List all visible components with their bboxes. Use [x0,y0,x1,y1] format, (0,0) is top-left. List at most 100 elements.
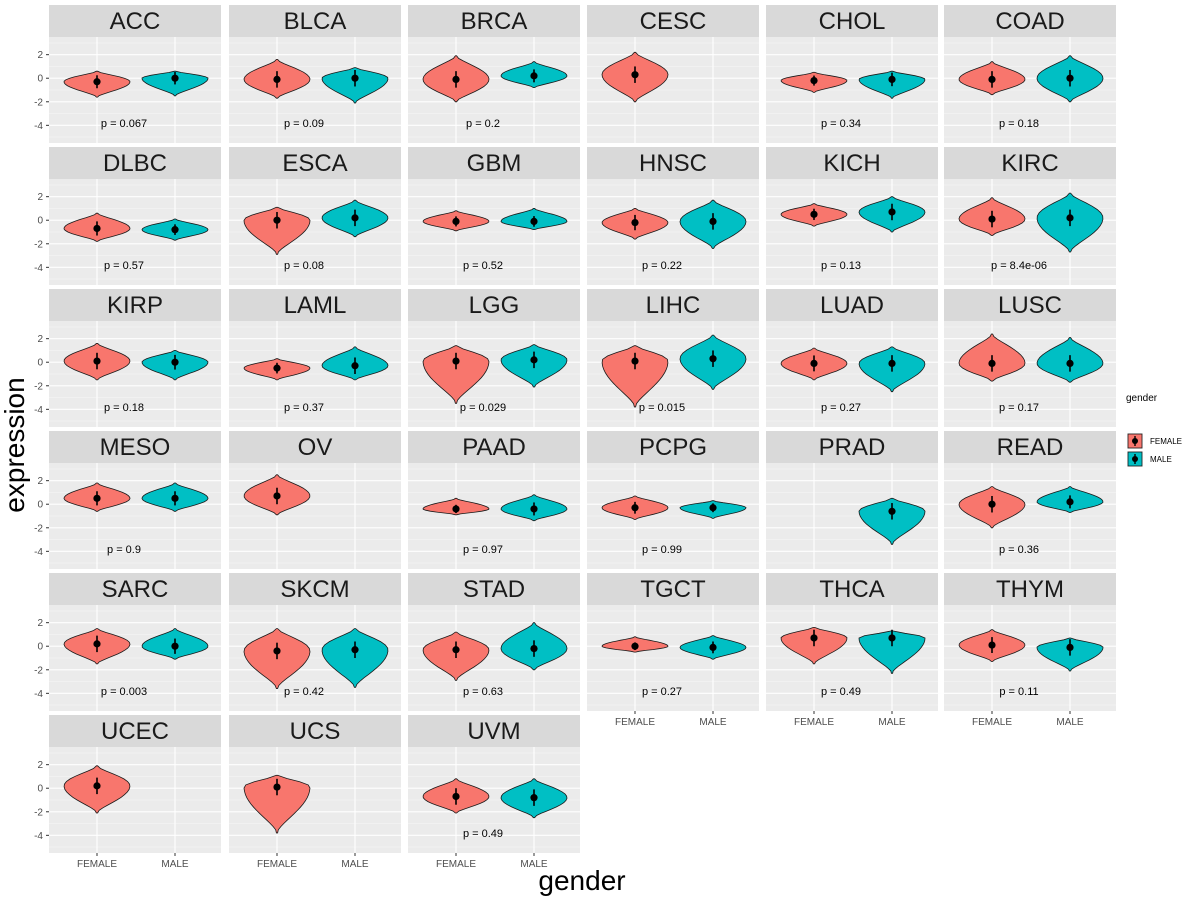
male-median-point [1066,643,1074,652]
facet-uvm: UVM p = 0.49 FEMALE MALE [408,715,580,870]
female-median-point [988,500,996,508]
facet-thym: THYM p = 0.11 FEMALE MALE [944,573,1116,728]
male-median-point [530,356,538,364]
y-tick-label: 2 [37,192,43,203]
female-median-point [93,357,101,365]
x-tick-label: FEMALE [436,859,476,870]
facet-strip [944,5,1116,37]
y-tick-label: 0 [37,216,43,227]
facet-strip-label: TGCT [640,576,706,603]
p-value-label: p = 0.11 [999,686,1038,698]
facet-strip-label: READ [997,434,1064,461]
x-tick-label: FEMALE [257,859,297,870]
facet-strip-label: STAD [463,576,525,603]
p-value-label: p = 0.015 [639,402,685,414]
y-tick-label: 2 [37,476,43,487]
male-violin [858,497,926,545]
facet-strip-label: LAML [284,292,347,319]
male-median-point [1066,498,1074,506]
p-value-label: p = 0.52 [463,260,503,272]
facet-strip-label: CESC [640,8,707,35]
p-value-label: p = 0.63 [463,686,503,698]
facet-strip [944,289,1116,321]
male-median-point [530,505,538,513]
female-median-point [273,647,281,655]
facet-paad: PAAD p = 0.97 [408,431,580,569]
male-median-point [530,794,538,802]
y-tick-label: 0 [37,74,43,85]
facet-strip-label: UVM [467,718,520,745]
female-violin [422,345,490,404]
facet-strip-label: UCS [290,718,341,745]
female-median-point [93,224,101,233]
facet-strip [49,573,221,605]
female-median-point [93,782,101,790]
female-median-point [810,210,818,218]
y-tick-label: 0 [37,500,43,511]
facet-strip-label: OV [298,434,333,461]
female-median-point [988,641,996,649]
facet-strip [587,5,759,37]
facet-strip [229,431,401,463]
facet-ucs: UCS FEMALE MALE [229,715,401,870]
facet-skcm: SKCM p = 0.42 [229,573,401,711]
female-median-point [452,357,460,365]
y-axis-title: expression [0,377,30,512]
facet-tgct: TGCT p = 0.27 FEMALE MALE [587,573,759,728]
y-tick-label: -4 [34,547,43,558]
male-median-point [888,75,896,83]
female-median-point [93,78,101,86]
p-value-label: p = 0.34 [821,118,861,130]
male-median-point [1066,214,1074,222]
legend-title: gender [1126,393,1158,404]
female-median-point [988,75,996,83]
female-median-point [810,76,818,85]
male-median-point [351,214,359,222]
y-tick-label: 0 [37,358,43,369]
female-median-point [988,215,996,223]
female-median-point [93,494,101,502]
male-median-point [530,217,538,225]
facet-stad: STAD p = 0.63 [408,573,580,711]
female-median-point [810,634,818,642]
facet-strip [408,147,580,179]
p-value-label: p = 0.17 [999,402,1039,414]
facet-meso: MESO 2 0 -2 -4 p = 0.9 [34,431,221,569]
x-axis-title: gender [538,865,625,896]
facet-strip-label: MESO [100,434,171,461]
facet-prad: PRAD [766,431,938,569]
female-median-point [452,75,460,83]
facet-strip-label: BRCA [461,8,528,35]
facet-strip-label: THCA [819,576,884,603]
legend-label: MALE [1150,455,1172,464]
x-tick-label: MALE [161,859,189,870]
female-median-point [273,492,281,500]
p-value-label: p = 0.49 [821,686,861,698]
p-value-label: p = 0.09 [284,118,324,130]
facet-strip [49,431,221,463]
female-median-point [452,217,460,225]
p-value-label: p = 0.99 [642,544,682,556]
male-median-point [171,74,179,82]
female-median-point [631,357,639,365]
male-median-point [1066,359,1074,367]
x-tick-label: MALE [341,859,369,870]
male-median-point [888,359,896,367]
x-tick-label: FEMALE [615,717,655,728]
female-violin [601,345,669,408]
x-tick-label: FEMALE [972,717,1012,728]
male-median-point [709,643,717,652]
facet-gbm: GBM p = 0.52 [408,147,580,285]
p-value-label: p = 0.36 [999,544,1039,556]
x-tick-label: MALE [1056,717,1084,728]
female-median-point [273,216,281,224]
female-median-point [810,359,818,367]
facet-chol: CHOL p = 0.34 [766,5,938,143]
facet-strip [229,573,401,605]
male-median-point [351,74,359,82]
female-median-point [93,640,101,648]
facet-strip [944,147,1116,179]
male-median-point [1066,74,1074,82]
facet-strip-label: DLBC [103,150,167,177]
